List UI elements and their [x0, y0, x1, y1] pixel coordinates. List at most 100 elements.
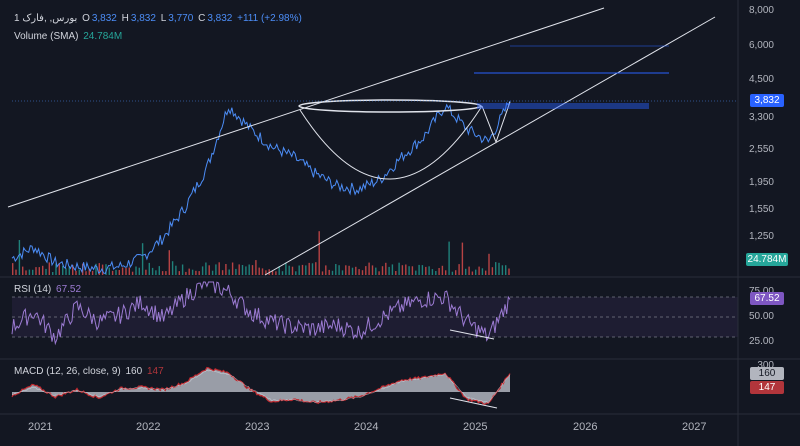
- volume-bar: [205, 262, 207, 275]
- volume-bar: [285, 262, 287, 275]
- rsi-tick: 25.00: [748, 336, 774, 347]
- rsi-tick: 50.00: [748, 311, 774, 322]
- volume-bar: [338, 265, 340, 275]
- volume-bar: [228, 269, 230, 275]
- volume-bar: [305, 265, 307, 275]
- low-value: 3,770: [168, 13, 194, 24]
- volume-bar: [238, 264, 240, 275]
- volume-bar: [498, 262, 500, 275]
- volume-bar: [108, 267, 110, 275]
- volume-bar: [118, 270, 120, 275]
- volume-bar: [271, 271, 274, 275]
- volume-bar: [42, 265, 44, 275]
- volume-bar: [52, 272, 54, 275]
- volume-bar: [78, 269, 80, 275]
- high-value: 3,832: [130, 13, 156, 24]
- volume-bar: [145, 269, 147, 275]
- volume-bar: [281, 271, 284, 275]
- volume-bar: [45, 268, 47, 275]
- volume-bar: [18, 240, 21, 275]
- volume-bar: [421, 265, 424, 275]
- volume-bar: [85, 271, 87, 275]
- macd-pane: [11, 366, 511, 409]
- volume-bar: [508, 268, 510, 275]
- price-tick: 1,250: [748, 231, 774, 242]
- close-label: C: [198, 13, 206, 24]
- price-line: [11, 100, 511, 274]
- time-tick: 2021: [28, 421, 53, 433]
- volume-bar: [438, 268, 440, 275]
- volume-bar: [251, 265, 254, 275]
- volume-bar: [265, 270, 267, 275]
- volume-bar: [235, 268, 237, 275]
- volume-bar: [448, 241, 450, 275]
- volume-bar: [275, 271, 277, 275]
- volume-bar: [171, 261, 174, 275]
- volume-bar: [175, 265, 177, 275]
- volume-bar: [91, 271, 94, 275]
- volume-bar: [148, 262, 150, 275]
- volume-bar: [221, 270, 224, 275]
- volume-bar: [415, 270, 417, 275]
- volume-bar: [32, 269, 34, 275]
- volume-bar: [358, 269, 360, 275]
- volume-bar: [378, 271, 380, 275]
- volume-bar: [65, 268, 67, 275]
- volume-bar: [278, 266, 280, 275]
- volume-bar: [138, 267, 140, 275]
- macd-legend[interactable]: MACD (12, 26, close, 9) 160 147: [14, 366, 166, 377]
- price-tick: 3,300: [748, 112, 774, 123]
- volume-legend-value: 24.784M: [83, 31, 123, 42]
- volume-bar: [441, 265, 444, 275]
- upper-trendline: [7, 7, 605, 208]
- time-tick: 2025: [463, 421, 488, 433]
- volume-bar: [381, 266, 384, 275]
- volume-bar: [75, 270, 77, 275]
- rsi-legend-value: 67.52: [56, 284, 82, 295]
- volume-bar: [318, 231, 320, 275]
- price-tick: 8,000: [748, 5, 774, 16]
- volume-bar: [111, 270, 114, 275]
- macd-badge: 160: [750, 367, 784, 380]
- volume-bar: [461, 242, 464, 275]
- volume-bar: [255, 260, 257, 275]
- macd-legend-value1: 160: [125, 366, 143, 377]
- signal-line: [12, 369, 511, 404]
- volume-bar: [418, 264, 420, 275]
- volume-bar: [485, 270, 487, 275]
- rsi-pane: [11, 281, 738, 346]
- volume-bar: [471, 271, 474, 275]
- volume-bar: [301, 264, 304, 275]
- rsi-legend[interactable]: RSI (14) 67.52: [14, 284, 83, 295]
- volume-bar: [165, 271, 167, 275]
- volume-legend[interactable]: Volume (SMA) 24.784M: [14, 31, 124, 42]
- volume-bar: [451, 271, 454, 275]
- volume-bar: [218, 262, 220, 275]
- open-value: 3,832: [91, 13, 117, 24]
- macd-tick: 300: [757, 360, 774, 371]
- close-value: 3,832: [207, 13, 233, 24]
- volume-bar: [445, 270, 447, 275]
- volume-bar: [295, 271, 297, 275]
- volume-bar: [191, 269, 194, 275]
- volume-bar: [15, 269, 17, 275]
- volume-bar: [298, 265, 300, 275]
- volume-bar: [431, 269, 434, 275]
- high-label: H: [121, 13, 129, 24]
- volume-bar: [62, 265, 64, 275]
- cup-rim: [298, 99, 482, 113]
- volume-bar: [428, 266, 430, 275]
- volume-bar: [215, 264, 217, 275]
- volume-bar: [151, 267, 154, 275]
- symbol-name[interactable]: 1 بورس, ,فارک: [14, 13, 78, 24]
- volume-bar: [55, 263, 57, 275]
- volume-bar: [401, 265, 404, 275]
- volume-bar: [348, 265, 350, 275]
- volume-bar: [478, 266, 480, 275]
- volume-bar: [475, 269, 477, 275]
- price-tick: 1,950: [748, 177, 774, 188]
- rsi-divergence-line: [449, 329, 495, 340]
- volume-bar: [468, 266, 470, 275]
